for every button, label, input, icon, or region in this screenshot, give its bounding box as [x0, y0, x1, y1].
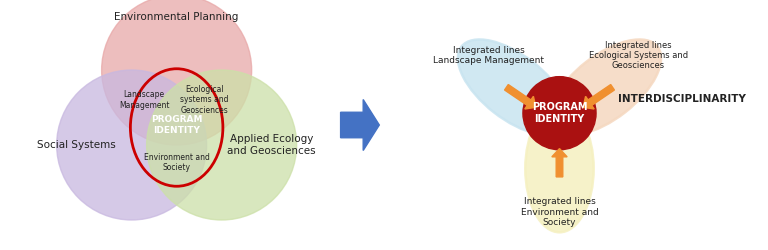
Text: Environment and
Society: Environment and Society: [144, 153, 210, 172]
Text: Applied Ecology
and Geosciences: Applied Ecology and Geosciences: [227, 134, 316, 156]
Text: Social Systems: Social Systems: [38, 140, 116, 150]
FancyArrow shape: [583, 84, 614, 109]
Circle shape: [101, 0, 252, 145]
Text: PROGRAM
IDENTITY: PROGRAM IDENTITY: [531, 102, 588, 124]
Circle shape: [523, 77, 596, 150]
Circle shape: [147, 70, 296, 220]
Text: Integrated lines
Environment and
Society: Integrated lines Environment and Society: [521, 197, 598, 227]
Ellipse shape: [458, 40, 569, 135]
Text: PROGRAM
IDENTITY: PROGRAM IDENTITY: [151, 115, 203, 135]
Text: Integrated lines
Landscape Management: Integrated lines Landscape Management: [433, 46, 545, 65]
Ellipse shape: [525, 105, 594, 232]
Text: Landscape
Management: Landscape Management: [119, 90, 170, 110]
Text: Integrated lines
Ecological Systems and
Geosciences: Integrated lines Ecological Systems and …: [589, 40, 688, 70]
FancyArrow shape: [552, 148, 567, 177]
FancyArrow shape: [341, 100, 379, 150]
Circle shape: [57, 70, 207, 220]
FancyArrow shape: [505, 84, 536, 109]
Text: Environmental Planning: Environmental Planning: [114, 12, 239, 22]
Text: INTERDISCIPLINARITY: INTERDISCIPLINARITY: [618, 94, 746, 104]
Ellipse shape: [550, 40, 661, 135]
Text: Ecological
systems and
Geosciences: Ecological systems and Geosciences: [180, 85, 228, 115]
